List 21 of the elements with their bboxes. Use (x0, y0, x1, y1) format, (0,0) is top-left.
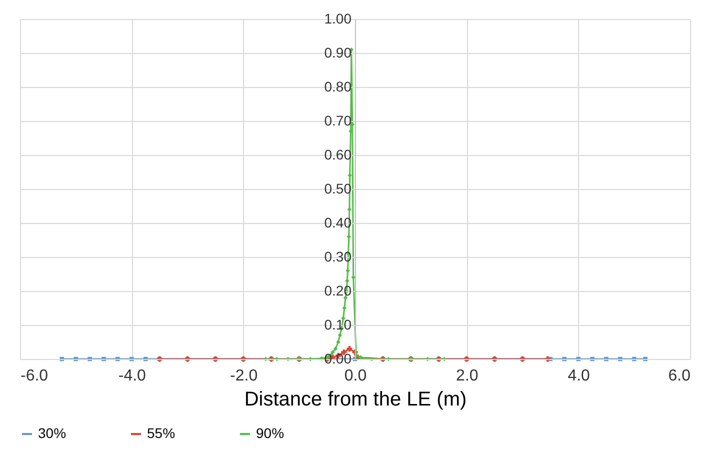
y-tick-label: 0.90 (324, 44, 352, 60)
x-tick-label: 4.0 (568, 368, 590, 384)
y-tick-label: 0.80 (324, 78, 352, 94)
y-tick-label: 0.50 (324, 180, 352, 196)
legend-label: 30% (38, 425, 66, 441)
x-tick-label: 0.0 (344, 368, 367, 384)
x-axis-title: Distance from the LE (m) (244, 388, 467, 410)
y-tick-label: 0.60 (324, 146, 352, 162)
x-tick-label: 6.0 (668, 368, 691, 384)
y-tick-label: 0.40 (324, 214, 352, 230)
y-tick-label: 0.70 (324, 112, 352, 128)
x-tick-label: 2.0 (456, 368, 478, 384)
y-tick-label: 0.30 (324, 248, 352, 264)
x-tick-label: -6.0 (20, 368, 48, 384)
legend-label: 55% (147, 425, 176, 441)
y-tick-label: 0.20 (324, 282, 352, 298)
y-tick-label: 1.00 (324, 10, 352, 26)
legend-label: 90% (256, 425, 284, 441)
y-tick-label: 0.10 (324, 316, 352, 332)
x-tick-label: -4.0 (118, 368, 146, 384)
x-tick-label: -2.0 (230, 368, 258, 384)
